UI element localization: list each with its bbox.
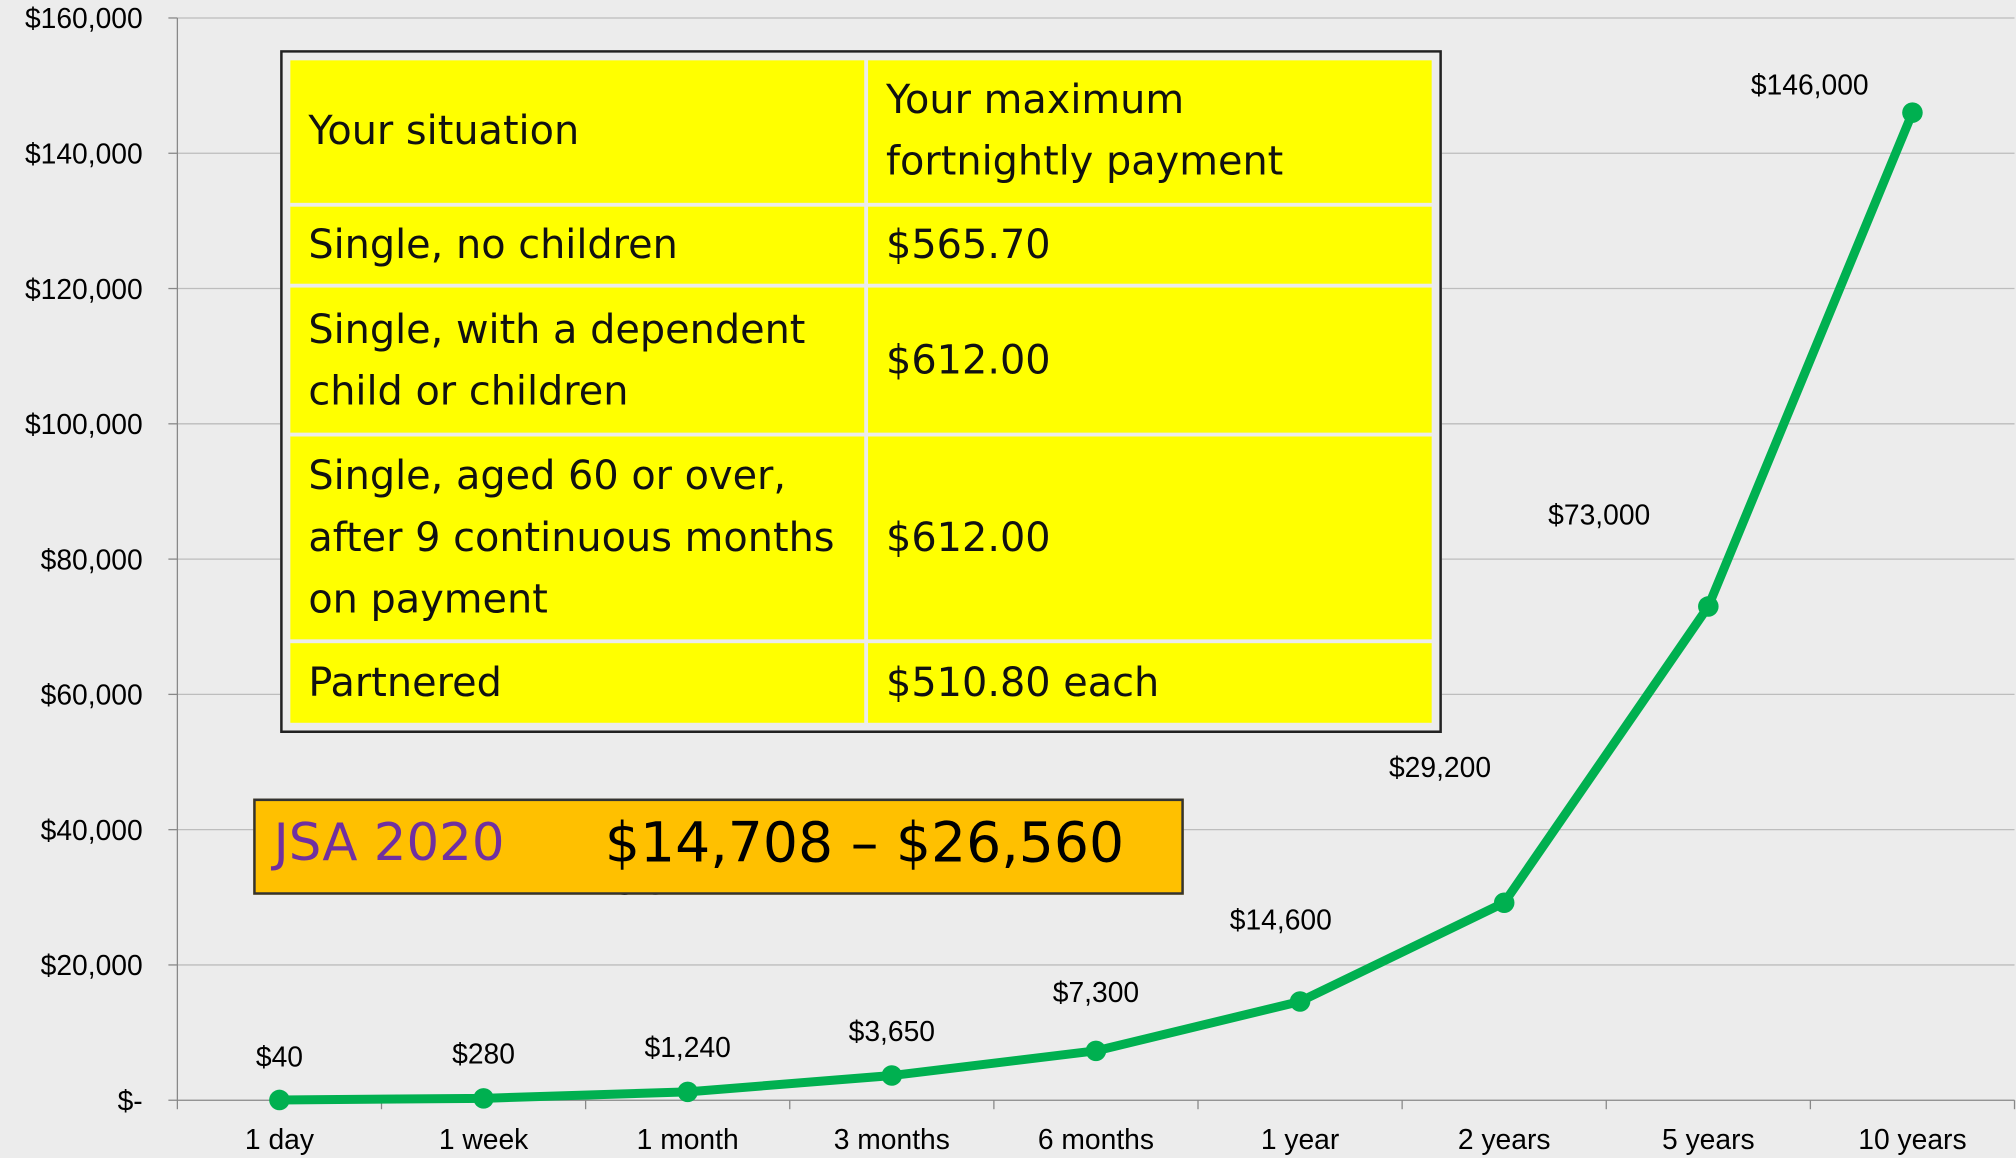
cell: $510.80 each [868,643,1432,723]
jsa-text: $14,708 – $26,560 pa [604,811,1125,894]
point [677,1081,698,1103]
point [1289,991,1311,1012]
cell: $612.00 [868,436,1432,640]
cell: Partnered [290,643,865,723]
point [1085,1040,1107,1062]
value-label: $1,240 [645,1031,731,1063]
value-label: $40 [256,1041,303,1073]
y-tick-label: $120,000 [25,273,143,305]
table-row: Single, aged 60 or over, after 9 continu… [290,436,1432,640]
cell: Single, no children [290,206,865,285]
point [269,1089,290,1111]
x-tick-label: 2 years [1458,1123,1551,1155]
cell: Single, aged 60 or over, after 9 continu… [290,436,865,640]
y-tick-label: $40,000 [41,814,143,846]
value-label: $29,200 [1389,751,1491,783]
x-tick-label: 1 week [439,1123,529,1155]
point [881,1065,903,1086]
y-tick-label: $60,000 [41,679,143,711]
value-label: $7,300 [1053,976,1139,1008]
table-row: Single, with a dependent child or childr… [290,288,1432,433]
y-tick-label: $- [118,1084,143,1116]
x-tick-label: 3 months [834,1123,950,1155]
table-holder: Your situation Your maximum fortnightly … [280,50,1442,734]
value-label: $73,000 [1548,498,1650,530]
y-tick-label: $80,000 [41,543,143,575]
cell: $565.70 [868,206,1432,285]
y-tick-label: $140,000 [25,138,143,170]
header-cell: Your situation [290,60,865,203]
x-tick-label: 6 months [1038,1123,1154,1155]
point [1902,102,1923,123]
cell: $612.00 [868,288,1432,433]
point [1493,892,1515,913]
table: Your situation Your maximum fortnightly … [286,56,1435,726]
jsa-label: JSA 2020 [273,813,505,873]
point [1698,596,1719,617]
payment-table: Your situation Your maximum fortnightly … [280,50,1442,734]
x-tick-label: 5 years [1662,1123,1755,1155]
value-label: $280 [452,1038,515,1070]
table-header: Your situation Your maximum fortnightly … [290,60,1432,203]
x-tick-label: 1 day [245,1123,315,1155]
value-label: $3,650 [849,1015,935,1047]
table-row: Partnered $510.80 each [290,643,1432,723]
point [473,1088,494,1109]
header-cell: Your maximum fortnightly payment [868,60,1432,203]
jsa-holder: JSA 2020 $14,708 – $26,560 pa [253,798,1184,895]
y-tick-label: $100,000 [25,408,143,440]
table-row: Single, no children $565.70 [290,206,1432,285]
value-label: $14,600 [1230,904,1332,936]
x-tick-label: 1 year [1261,1123,1339,1155]
y-tick-label: $160,000 [25,2,143,34]
jsa-box: JSA 2020 $14,708 – $26,560 pa [253,798,1184,895]
value-label: $146,000 [1751,69,1869,101]
x-tick-label: 1 month [637,1123,739,1155]
y-tick-label: $20,000 [41,949,143,981]
x-tick-label: 10 years [1858,1123,1966,1155]
cell: Single, with a dependent child or childr… [290,288,865,433]
